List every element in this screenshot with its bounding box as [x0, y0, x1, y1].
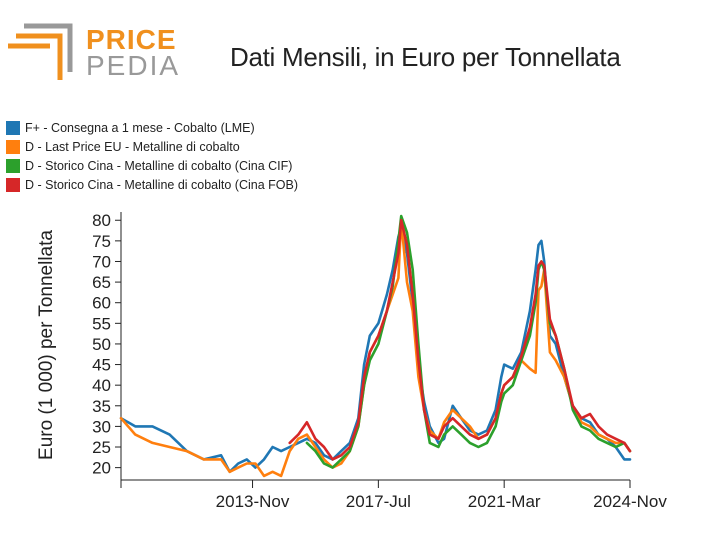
legend-item-lme: F+ - Consegna a 1 mese - Cobalto (LME) [6, 118, 298, 137]
y-tick-label: 40 [92, 376, 111, 395]
legend-swatch-lme [6, 120, 20, 135]
y-tick-label: 25 [92, 438, 111, 457]
y-tick-label: 30 [92, 417, 111, 436]
series-line-4 [288, 218, 632, 461]
y-tick-label: 65 [92, 273, 111, 292]
legend-item-fob: D - Storico Cina - Metalline di cobalto … [6, 175, 298, 194]
y-tick-label: 50 [92, 335, 111, 354]
y-tick-label: 35 [92, 397, 111, 416]
x-tick-label: 2021-Mar [468, 492, 541, 511]
legend-swatch-fob [6, 177, 20, 192]
legend-swatch-eu [6, 139, 20, 154]
y-tick-label: 60 [92, 294, 111, 313]
y-tick-label: 55 [92, 314, 111, 333]
logo-word-price: PRICE [86, 24, 177, 55]
logo-word-pedia: PEDIA [86, 50, 181, 81]
logo-mark-icon [8, 23, 73, 80]
series-line-2 [119, 218, 632, 478]
y-tick-label: 20 [92, 459, 111, 478]
legend-label-fob: D - Storico Cina - Metalline di cobalto … [25, 177, 299, 192]
y-tick-label: 75 [92, 232, 111, 251]
y-axis-label: Euro (1 000) per Tonnellata [36, 230, 57, 460]
x-tick-label: 2024-Nov [593, 492, 667, 511]
legend-label-cif: D - Storico Cina - Metalline di cobalto … [25, 158, 293, 173]
pricepedia-logo: PRICE PEDIA [8, 22, 178, 84]
x-tick-label: 2013-Nov [216, 492, 290, 511]
y-tick-label: 80 [92, 211, 111, 230]
chart-legend: F+ - Consegna a 1 mese - Cobalto (LME) D… [6, 118, 298, 194]
legend-item-cif: D - Storico Cina - Metalline di cobalto … [6, 156, 298, 175]
x-tick-label: 2017-Jul [346, 492, 411, 511]
chart-series [119, 214, 632, 478]
chart-title: Dati Mensili, in Euro per Tonnellata [230, 42, 621, 72]
legend-swatch-cif [6, 158, 20, 173]
y-tick-label: 45 [92, 356, 111, 375]
legend-label-eu: D - Last Price EU - Metalline di cobalto [25, 139, 240, 154]
legend-label-lme: F+ - Consegna a 1 mese - Cobalto (LME) [25, 120, 255, 135]
legend-item-eu: D - Last Price EU - Metalline di cobalto [6, 137, 298, 156]
y-tick-label: 70 [92, 252, 111, 271]
